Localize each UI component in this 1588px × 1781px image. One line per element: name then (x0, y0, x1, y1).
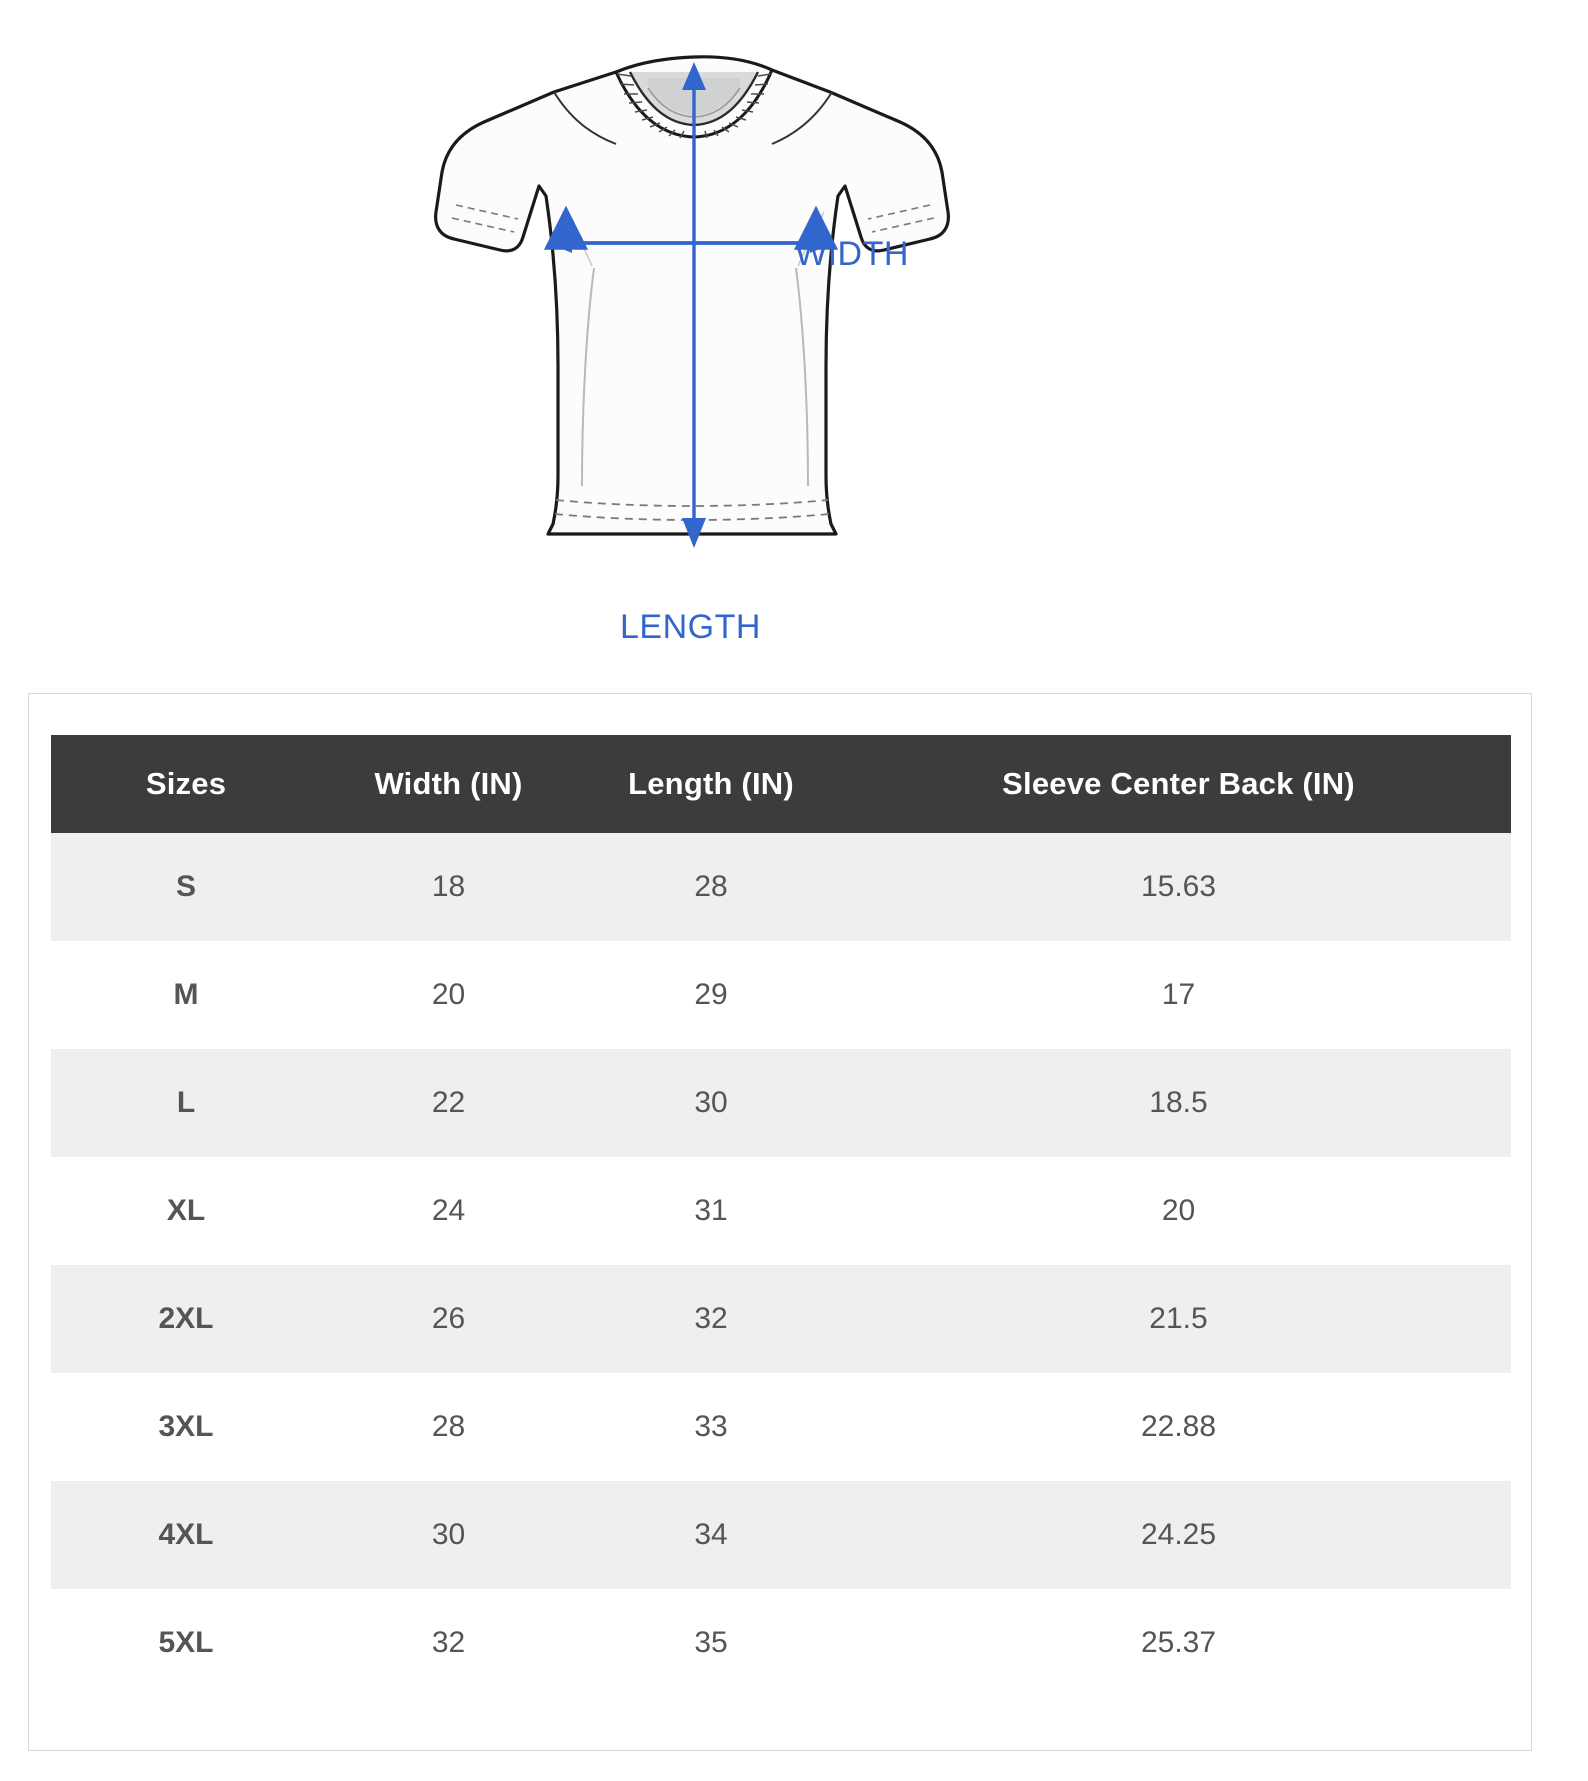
length-arrow-bottom-head (682, 518, 706, 548)
column-header-sizes: Sizes (51, 735, 321, 833)
cell-sleeve: 25.37 (846, 1589, 1511, 1697)
cell-length: 28 (576, 833, 846, 941)
cell-size: 2XL (51, 1265, 321, 1373)
cell-sleeve: 21.5 (846, 1265, 1511, 1373)
table-row: S 18 28 15.63 (51, 833, 1511, 941)
table-row: 5XL 32 35 25.37 (51, 1589, 1511, 1697)
cell-width: 30 (321, 1481, 576, 1589)
tshirt-diagram (434, 55, 950, 548)
sleeve-hem-left (451, 204, 519, 233)
cell-size: M (51, 941, 321, 1049)
cell-sleeve: 17 (846, 941, 1511, 1049)
garment-illustration: WIDTH LENGTH (0, 0, 1588, 646)
width-arrow-left-head (548, 233, 572, 253)
table-row: 3XL 28 33 22.88 (51, 1373, 1511, 1481)
cell-size: L (51, 1049, 321, 1157)
size-table-card: Sizes Width (IN) Length (IN) Sleeve Cent… (28, 693, 1532, 1751)
table-row: M 20 29 17 (51, 941, 1511, 1049)
cell-width: 32 (321, 1589, 576, 1697)
table-row: L 22 30 18.5 (51, 1049, 1511, 1157)
table-row: 2XL 26 32 21.5 (51, 1265, 1511, 1373)
cell-sleeve: 15.63 (846, 833, 1511, 941)
table-row: 4XL 30 34 24.25 (51, 1481, 1511, 1589)
header-row: Sizes Width (IN) Length (IN) Sleeve Cent… (51, 735, 1511, 833)
width-arrow-right-head (810, 233, 834, 253)
cell-size: 5XL (51, 1589, 321, 1697)
cell-width: 20 (321, 941, 576, 1049)
cell-sleeve: 18.5 (846, 1049, 1511, 1157)
width-label: WIDTH (795, 235, 909, 273)
cell-length: 29 (576, 941, 846, 1049)
cell-size: 4XL (51, 1481, 321, 1589)
cell-length: 34 (576, 1481, 846, 1589)
bottom-hem (554, 499, 830, 521)
table-row: XL 24 31 20 (51, 1157, 1511, 1265)
cell-width: 22 (321, 1049, 576, 1157)
size-table-header: Sizes Width (IN) Length (IN) Sleeve Cent… (51, 735, 1511, 833)
cell-width: 18 (321, 833, 576, 941)
cell-size: 3XL (51, 1373, 321, 1481)
cell-length: 32 (576, 1265, 846, 1373)
sleeve-hem-right (867, 204, 935, 233)
cell-length: 33 (576, 1373, 846, 1481)
tshirt-outline (434, 55, 950, 536)
cell-width: 28 (321, 1373, 576, 1481)
column-header-length: Length (IN) (576, 735, 846, 833)
cell-length: 35 (576, 1589, 846, 1697)
column-header-sleeve: Sleeve Center Back (IN) (846, 735, 1511, 833)
cell-length: 30 (576, 1049, 846, 1157)
column-header-width: Width (IN) (321, 735, 576, 833)
cell-sleeve: 24.25 (846, 1481, 1511, 1589)
cell-width: 24 (321, 1157, 576, 1265)
cell-size: XL (51, 1157, 321, 1265)
cell-sleeve: 22.88 (846, 1373, 1511, 1481)
cell-width: 26 (321, 1265, 576, 1373)
length-arrow-top-head (682, 62, 706, 90)
cell-sleeve: 20 (846, 1157, 1511, 1265)
length-label: LENGTH (620, 608, 761, 646)
size-table-body: S 18 28 15.63 M 20 29 17 L 22 30 18.5 (51, 833, 1511, 1697)
cell-length: 31 (576, 1157, 846, 1265)
cell-size: S (51, 833, 321, 941)
size-table: Sizes Width (IN) Length (IN) Sleeve Cent… (51, 735, 1511, 1697)
